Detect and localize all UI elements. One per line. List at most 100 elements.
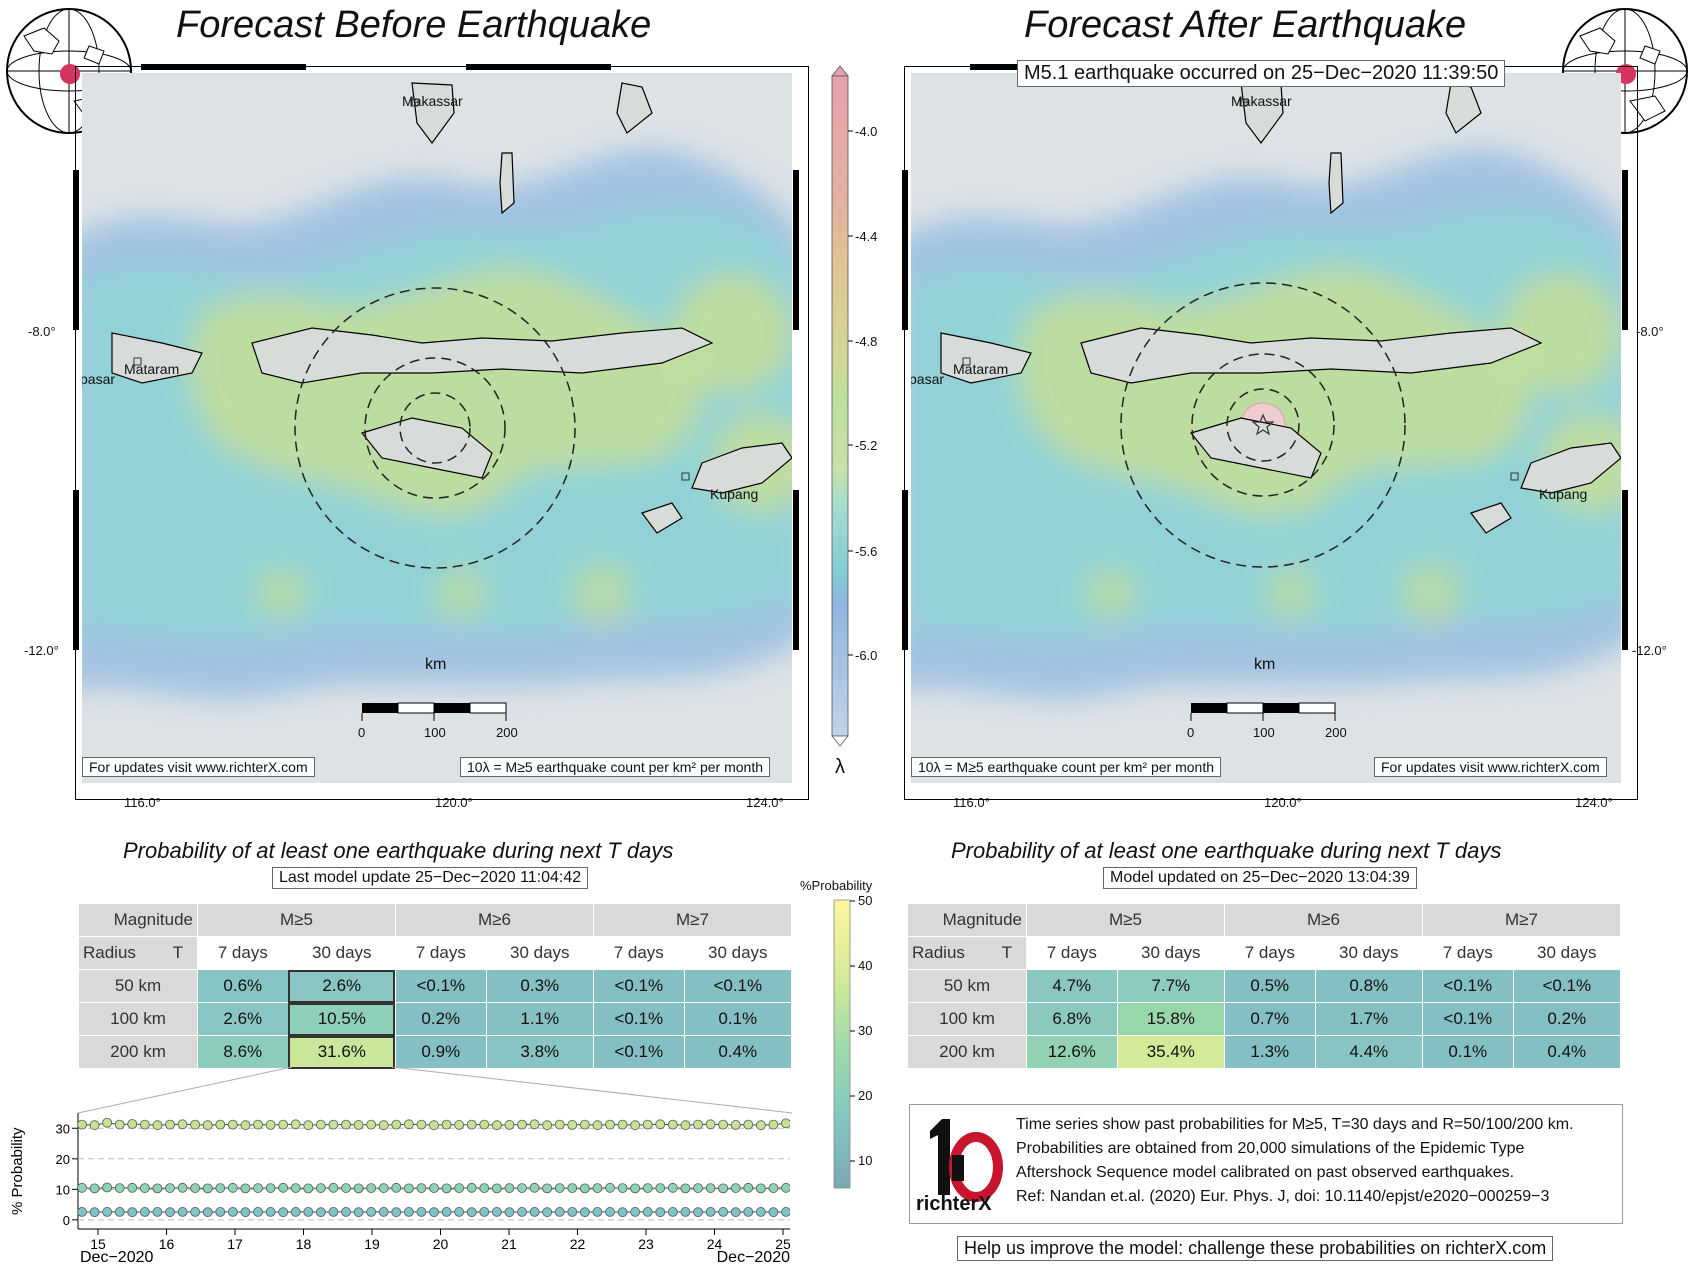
series-point (290, 1119, 301, 1130)
series-point (542, 1120, 553, 1131)
left-lat-tick-12: -12.0° (24, 643, 59, 658)
series-point (416, 1119, 427, 1130)
series-point (768, 1119, 779, 1130)
left-cell: 0.4% (683, 1035, 793, 1069)
richterx-logo (930, 1119, 1003, 1202)
probability-time-series: 15 16 17 18 19 20 21 22 23 24 25 0 10 20 30 % Probabi… (9, 1113, 790, 1265)
series-point (190, 1207, 201, 1217)
chart-x-start-label: Dec−2020 (80, 1249, 153, 1265)
left-frame-bar-top (141, 64, 306, 70)
left-cell-selected[interactable]: 10.5% (287, 1002, 396, 1036)
series-point (504, 1120, 515, 1130)
right-period-1: 30 days (1116, 936, 1225, 970)
series-point (341, 1183, 351, 1193)
series-point (403, 1207, 414, 1217)
series-point (265, 1207, 276, 1217)
left-cell-selected[interactable]: 2.6% (287, 969, 396, 1003)
left-corner-radius-t: Radius T (78, 936, 198, 970)
series-point (680, 1207, 691, 1217)
x-tick-label: 17 (227, 1236, 243, 1252)
series-point (491, 1120, 502, 1131)
right-mag-m5: M≥5 (1026, 903, 1225, 937)
left-cell-selected[interactable]: 31.6% (287, 1035, 396, 1069)
series-point (554, 1183, 565, 1193)
series-point (253, 1207, 263, 1217)
right-mag-m7: M≥7 (1421, 903, 1622, 937)
series-point (592, 1183, 603, 1193)
series-point (315, 1207, 326, 1218)
right-cell: 0.4% (1512, 1035, 1622, 1069)
series-point (504, 1183, 515, 1193)
rate-colorbar-label: λ (835, 756, 845, 778)
table-chart-connector (78, 1067, 793, 1114)
x-tick-label: 15 (90, 1236, 106, 1252)
series-point (667, 1182, 678, 1193)
series-point (366, 1207, 377, 1217)
series-point (303, 1183, 314, 1194)
prob-tick-30: 30 (858, 1023, 873, 1038)
left-period-1: 30 days (287, 936, 396, 970)
rate-tick-5: -6.0 (855, 648, 878, 663)
left-period-2: 7 days (394, 936, 487, 970)
left-cell: <0.1% (394, 969, 487, 1003)
info-line-1: Time series show past probabilities for … (1016, 1116, 1574, 1133)
right-cell: 0.1% (1421, 1035, 1514, 1069)
series-point (139, 1183, 150, 1193)
prob-tick-10: 10 (858, 1153, 873, 1168)
series-point (215, 1183, 226, 1193)
series-point (605, 1207, 615, 1217)
right-forecast-map[interactable]: Makassar Mataram pasar Kupang km 0 100 2… (911, 73, 1621, 783)
left-forecast-map[interactable]: Makassar Mataram pasar Kupang km 0 100 2… (82, 73, 792, 783)
series-point (592, 1207, 603, 1217)
right-frame-bar-left2 (902, 490, 908, 650)
left-period-0: 7 days (197, 936, 289, 970)
rate-tick-2: -4.8 (855, 334, 878, 349)
series-point (768, 1207, 779, 1218)
right-period-0: 7 days (1026, 936, 1118, 970)
series-point (479, 1183, 490, 1193)
series-point (504, 1207, 515, 1218)
series-point (768, 1183, 779, 1193)
series-point (378, 1120, 389, 1131)
right-footer-link[interactable]: For updates visit www.richterX.com (1374, 757, 1607, 777)
right-radius-50: 50 km (907, 969, 1027, 1003)
left-cell: 0.2% (394, 1002, 487, 1036)
series-point (177, 1119, 188, 1130)
series-point (114, 1119, 125, 1130)
left-cell: 0.9% (394, 1035, 487, 1069)
x-tick-label: 16 (159, 1236, 175, 1252)
series-point (454, 1120, 465, 1130)
right-corner-t: T (1001, 943, 1012, 962)
chart-ylabel: % Probability (9, 1127, 26, 1215)
left-table-update: Last model update 25−Dec−2020 11:04:42 (272, 867, 589, 889)
right-cell: <0.1% (1421, 969, 1514, 1003)
series-point (253, 1119, 263, 1130)
left-cell: 1.1% (485, 1002, 594, 1036)
y-tick-label: 0 (63, 1213, 70, 1228)
series-point (353, 1120, 364, 1130)
series-point (303, 1207, 314, 1217)
help-link[interactable]: Help us improve the model: challenge the… (957, 1236, 1554, 1261)
right-lon-tick-124: 124.0° (1575, 795, 1613, 810)
series-point (642, 1183, 653, 1193)
series-point (655, 1207, 666, 1218)
right-cell: 0.2% (1512, 1002, 1622, 1036)
right-table-title: Probability of at least one earthquake d… (951, 838, 1502, 863)
series-point (567, 1183, 578, 1193)
series-point (139, 1119, 150, 1130)
series-point (517, 1207, 527, 1217)
left-period-5: 30 days (683, 936, 793, 970)
right-frame-bar-right2 (1622, 490, 1628, 650)
info-box: richterX Time series show past probabili… (909, 1104, 1623, 1224)
right-scale-tick-200: 200 (1325, 725, 1347, 740)
rate-tick-4: -5.6 (855, 544, 878, 559)
left-footer-link[interactable]: For updates visit www.richterX.com (82, 757, 315, 777)
right-place-pasar: pasar (911, 371, 945, 387)
right-lon-tick-120: 120.0° (1264, 795, 1302, 810)
series-point (177, 1182, 188, 1193)
series-point (278, 1119, 289, 1130)
series-point (378, 1183, 389, 1193)
series-point (743, 1119, 754, 1130)
series-point (366, 1119, 377, 1130)
series-point (77, 1182, 87, 1193)
